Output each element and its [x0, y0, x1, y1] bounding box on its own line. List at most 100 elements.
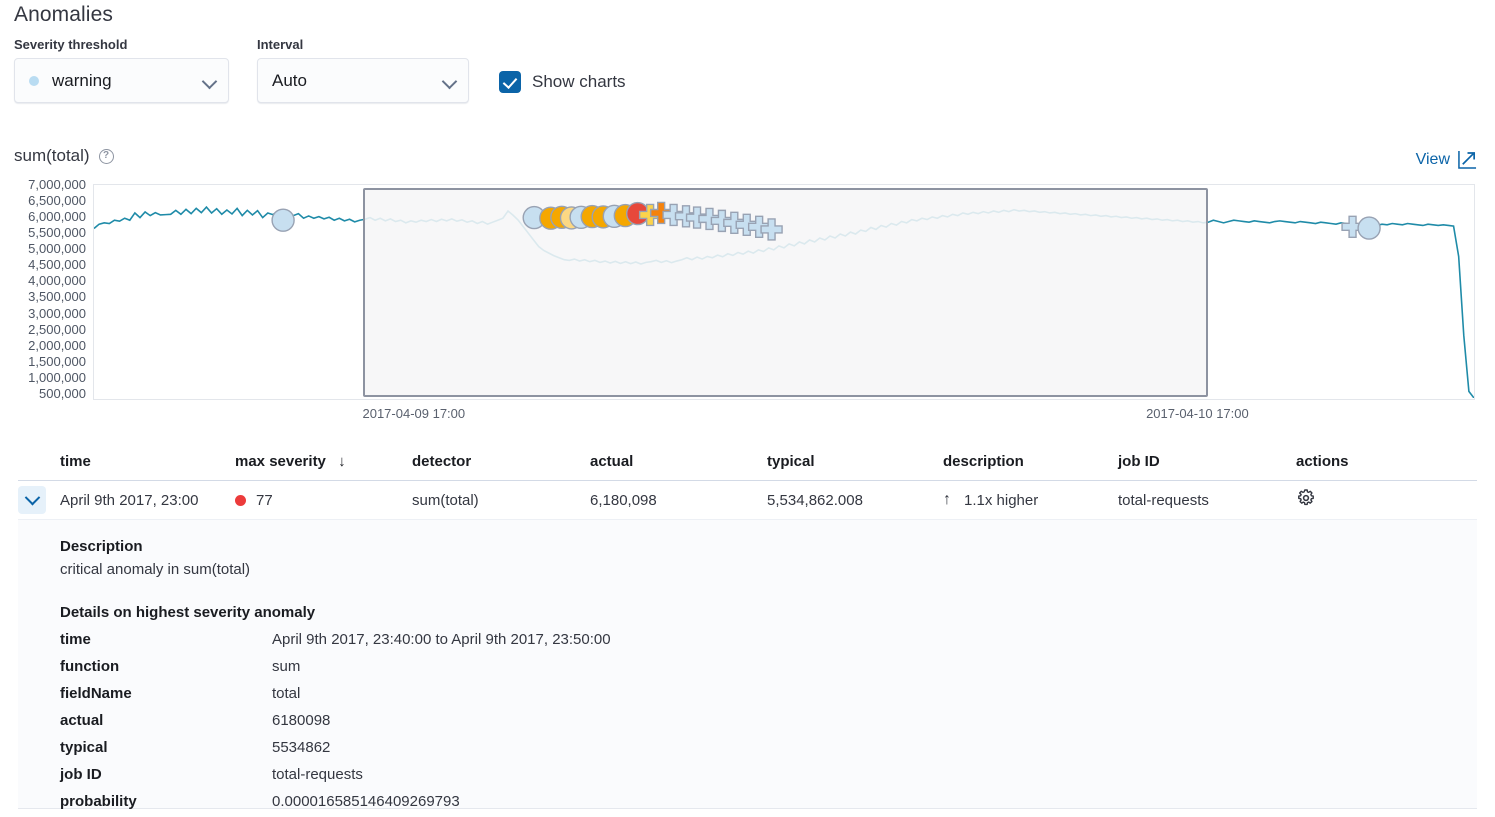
chart-x-axis: 2017-04-09 17:00 2017-04-10 17:00	[93, 406, 1475, 426]
description-text: 1.1x higher	[964, 491, 1039, 509]
chart-plot-area[interactable]	[93, 184, 1475, 400]
anomaly-marker-cross[interactable]	[698, 207, 721, 231]
detail-field-row: probability 0.000016585146409269793	[60, 793, 1477, 810]
detail-field-key: function	[60, 658, 120, 675]
chart-title: sum(total) ?	[14, 146, 114, 166]
detail-field-value: total	[272, 685, 301, 702]
column-header-description[interactable]: description	[943, 453, 1024, 470]
show-charts-label: Show charts	[532, 72, 626, 91]
anomaly-markers-layer[interactable]	[94, 184, 1474, 398]
detail-description-text: critical anomaly in sum(total)	[60, 561, 251, 578]
detail-field-row: fieldName total	[60, 685, 1477, 702]
y-tick-label: 3,500,000	[28, 289, 86, 305]
interval-label: Interval	[257, 37, 304, 52]
anomalies-table: time max severity ↓ detector actual typi…	[18, 443, 1477, 520]
y-tick-label: 3,000,000	[28, 305, 86, 321]
column-header-job-id[interactable]: job ID	[1118, 453, 1160, 470]
anomaly-marker-circle[interactable]	[271, 208, 295, 232]
y-tick-label: 4,500,000	[28, 257, 86, 273]
anomaly-marker-cross[interactable]	[649, 201, 673, 225]
anomaly-marker-cross[interactable]	[662, 203, 685, 227]
x-tick-label: 2017-04-10 17:00	[1146, 406, 1249, 421]
y-tick-label: 2,000,000	[28, 337, 86, 353]
interval-value: Auto	[272, 70, 307, 90]
question-circle-icon[interactable]: ?	[98, 148, 114, 164]
y-tick-label: 5,000,000	[28, 241, 86, 257]
plot-top-border	[94, 184, 1474, 185]
chevron-down-icon[interactable]	[18, 486, 46, 514]
anomaly-marker-cross[interactable]	[747, 215, 771, 238]
detail-field-value: April 9th 2017, 23:40:00 to April 9th 20…	[272, 631, 611, 648]
external-link-icon	[1458, 150, 1477, 169]
column-header-actions: actions	[1296, 453, 1349, 470]
y-tick-label: 2,500,000	[28, 321, 86, 337]
y-tick-label: 6,000,000	[28, 209, 86, 225]
anomaly-marker-cross[interactable]	[735, 213, 758, 237]
severity-threshold-value: warning	[52, 70, 112, 90]
chart-title-text: sum(total)	[14, 146, 90, 165]
detail-field-row: time April 9th 2017, 23:40:00 to April 9t…	[60, 631, 1477, 648]
detail-field-key: time	[60, 631, 91, 648]
severity-score: 77	[256, 491, 273, 509]
view-label: View	[1415, 150, 1450, 168]
anomaly-chart[interactable]: 7,000,000 6,500,000 6,000,000 5,500,000 5,00…	[0, 178, 1495, 438]
column-header-actual[interactable]: actual	[590, 453, 634, 470]
cell-typical: 5,534,862.008	[767, 491, 863, 509]
detail-field-row: job ID total-requests	[60, 766, 1477, 783]
row-expand-cell	[18, 486, 60, 514]
cell-actions	[1296, 488, 1477, 512]
interval-select[interactable]: Auto	[257, 58, 469, 103]
detail-field-key: probability	[60, 793, 137, 810]
y-tick-label: 1,000,000	[28, 369, 86, 385]
y-tick-label: 1,500,000	[28, 353, 86, 369]
cell-actual: 6,180,098	[590, 491, 657, 509]
column-header-detector[interactable]: detector	[412, 453, 472, 470]
show-charts-toggle[interactable]: Show charts	[499, 71, 626, 93]
y-tick-label: 6,500,000	[28, 193, 86, 209]
table-header-row: time max severity ↓ detector actual typi…	[18, 443, 1477, 481]
cell-description: ↑ 1.1x higher	[943, 492, 1118, 509]
anomaly-marker-circle[interactable]	[1357, 216, 1381, 240]
detail-description-heading: Description	[60, 538, 143, 555]
anomaly-marker-cross[interactable]	[723, 211, 746, 235]
gear-icon[interactable]	[1296, 488, 1316, 508]
detail-field-row: actual 6180098	[60, 712, 1477, 729]
view-link[interactable]: View	[1416, 150, 1477, 169]
show-charts-checkbox[interactable]	[499, 71, 521, 93]
column-header-time[interactable]: time	[60, 453, 91, 470]
cell-job-id: total-requests	[1118, 491, 1209, 509]
detail-field-row: function sum	[60, 658, 1477, 675]
severity-threshold-select[interactable]: warning	[14, 58, 229, 103]
chevron-down-icon	[202, 73, 218, 89]
table-row[interactable]: April 9th 2017, 23:00 77 sum(total) 6,18…	[18, 481, 1477, 520]
plot-bottom-border	[94, 399, 1474, 400]
detail-field-value: sum	[272, 658, 301, 675]
severity-dot-icon	[29, 75, 39, 86]
interval-control: Interval Auto	[257, 37, 469, 103]
detail-field-row: typical 5534862	[60, 739, 1477, 756]
column-header-typical[interactable]: typical	[767, 453, 815, 470]
detail-field-key: job ID	[60, 766, 102, 783]
detail-field-value: total-requests	[272, 766, 363, 783]
chart-y-axis: 7,000,000 6,500,000 6,000,000 5,500,000 5,00…	[0, 178, 86, 400]
chart-brush-selection[interactable]	[363, 188, 1208, 397]
column-header-max-severity[interactable]: max severity ↓	[235, 453, 412, 470]
page-title: Anomalies	[14, 3, 113, 26]
y-tick-label: 5,500,000	[28, 225, 86, 241]
chevron-down-icon	[442, 73, 458, 89]
detail-field-value: 6180098	[272, 712, 331, 729]
x-tick-label: 2017-04-09 17:00	[362, 406, 466, 421]
detail-field-key: typical	[60, 739, 108, 756]
severity-threshold-label: Severity threshold	[14, 37, 128, 52]
detail-field-value: 0.000016585146409269793	[272, 793, 460, 810]
anomaly-marker-cross[interactable]	[760, 218, 783, 241]
cell-detector: sum(total)	[412, 491, 479, 509]
anomaly-marker-cross[interactable]	[685, 206, 709, 229]
anomaly-marker-cross[interactable]	[1341, 215, 1364, 238]
detail-field-key: actual	[60, 712, 104, 729]
arrow-down-icon: ↓	[338, 453, 346, 470]
y-tick-label: 7,000,000	[28, 177, 86, 192]
severity-threshold-control: Severity threshold warning	[14, 37, 229, 103]
anomaly-marker-cross[interactable]	[710, 209, 734, 233]
